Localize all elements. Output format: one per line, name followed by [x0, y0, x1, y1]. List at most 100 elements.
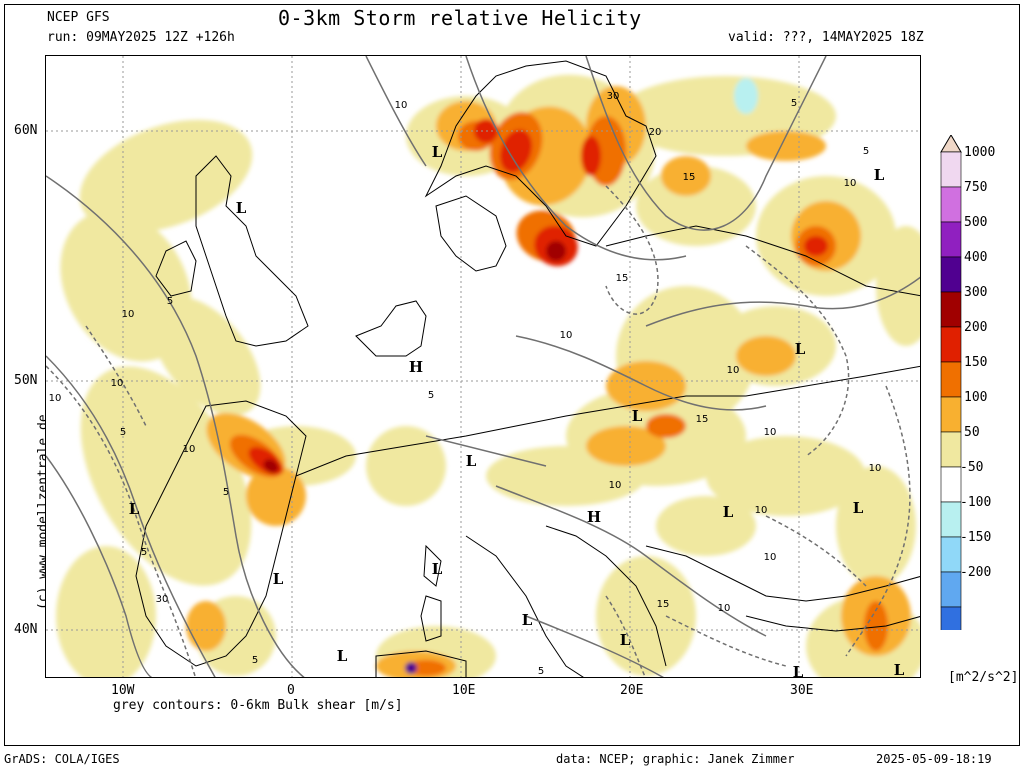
legend-unit: [m^2/s^2] [948, 670, 1019, 685]
legend-colorbar [940, 134, 962, 657]
legend-top-cap [940, 134, 962, 153]
legend-swatch [940, 361, 962, 398]
contour-label: 15 [696, 414, 709, 425]
contour-label: 20 [649, 127, 662, 138]
lon-label-20e: 20E [620, 683, 644, 698]
shear-contours [46, 56, 920, 677]
low-pressure-symbol: L [432, 560, 443, 578]
legend-swatch [940, 326, 962, 363]
contour-label: 5 [167, 296, 173, 307]
helicity-blob [405, 662, 417, 674]
helicity-blob [864, 601, 888, 651]
map-panel: 10 30 5 20 15 5 10 15 5 10 10 10 10 10 5 15 5 10 10 10 5 10 10… [45, 55, 921, 678]
contour-label: 10 [111, 378, 124, 389]
pressure-centers: L L L H L L L L H L L L L L L L L L [129, 143, 905, 678]
contour-label: 30 [156, 594, 169, 605]
lon-label-10e: 10E [452, 683, 476, 698]
contour-label: 10 [755, 505, 768, 516]
contour-label: 10 [727, 365, 740, 376]
low-pressure-symbol: L [432, 143, 443, 161]
contour-label: 10 [844, 178, 857, 189]
legend-swatch [940, 291, 962, 328]
helicity-blob [406, 660, 446, 676]
helicity-blob [736, 336, 796, 376]
helicity-blob [546, 241, 566, 261]
helicity-fields [56, 74, 920, 677]
low-pressure-symbol: L [894, 661, 905, 678]
contour-label: 30 [607, 91, 620, 102]
helicity-blob [646, 414, 686, 438]
contour-label: 10 [560, 330, 573, 341]
contour-labels: 10 30 5 20 15 5 10 15 5 10 10 10 10 10 5 15 5 10 10 10 5 10 10… [49, 91, 882, 677]
legend-swatches [940, 134, 962, 657]
model-name: NCEP GFS [47, 10, 110, 25]
legend-swatch [940, 151, 962, 188]
contour-label: 10 [869, 463, 882, 474]
low-pressure-symbol: L [853, 499, 864, 517]
low-pressure-symbol: L [273, 570, 284, 588]
low-pressure-symbol: L [795, 340, 806, 358]
legend-labels: 1000 750 500 400 300 200 150 100 50 -50 -100 -150 -2… [960, 0, 1020, 768]
helicity-blob [581, 136, 601, 176]
legend-label: -100 [960, 495, 992, 510]
legend-label: 100 [964, 390, 988, 405]
helicity-blob [56, 546, 156, 677]
helicity-blob [366, 426, 446, 506]
contour-label: 10 [718, 603, 731, 614]
low-pressure-symbol: L [874, 166, 885, 184]
legend-label: 300 [964, 285, 988, 300]
legend-label: 50 [964, 425, 980, 440]
low-pressure-symbol: L [236, 199, 247, 217]
low-pressure-symbol: L [129, 500, 140, 518]
contour-label: 5 [863, 146, 869, 157]
helicity-blob [656, 496, 756, 556]
legend-label: -200 [960, 565, 992, 580]
helicity-blob [661, 156, 711, 196]
contour-label: 10 [49, 393, 62, 404]
helicity-blob [263, 459, 279, 473]
contours-note: grey contours: 0-6km Bulk shear [m/s] [113, 698, 403, 713]
legend-swatch [940, 466, 962, 503]
contour-label: 5 [223, 487, 229, 498]
figure-frame [4, 4, 1020, 746]
contour-label: 10 [395, 100, 408, 111]
contour-label: 15 [683, 172, 696, 183]
low-pressure-symbol: L [793, 663, 804, 678]
valid-time: valid: ???, 14MAY2025 18Z [728, 30, 924, 45]
chart-title: 0-3km Storm relative Helicity [278, 6, 642, 30]
low-pressure-symbol: L [620, 631, 631, 649]
helicity-blob [151, 296, 261, 416]
contour-label: 5 [120, 427, 126, 438]
low-pressure-symbol: L [337, 647, 348, 665]
contour-label: 10 [764, 427, 777, 438]
helicity-blob [706, 436, 866, 516]
contour-label: 10 [122, 309, 135, 320]
helicity-blob [804, 236, 828, 256]
timestamp: 2025-05-09-18:19 [876, 752, 992, 766]
contour-label: 5 [538, 666, 544, 677]
low-pressure-symbol: L [466, 452, 477, 470]
legend-swatch [940, 396, 962, 433]
legend-swatch [940, 536, 962, 573]
contour-label: 5 [428, 390, 434, 401]
software-credit: GrADS: COLA/IGES [4, 752, 120, 766]
lat-label-60n: 60N [14, 123, 38, 138]
helicity-blob [734, 78, 758, 114]
contour-label: 10 [183, 444, 196, 455]
contour-label: 5 [141, 547, 147, 558]
contour-label: 5 [252, 655, 258, 666]
legend-label: 150 [964, 355, 988, 370]
legend-swatch [940, 256, 962, 293]
legend-label: 750 [964, 180, 988, 195]
helicity-blob [876, 226, 920, 346]
legend-label: 1000 [964, 145, 996, 160]
lon-label-10w: 10W [111, 683, 135, 698]
lat-label-50n: 50N [14, 373, 38, 388]
contour-label: 15 [657, 599, 670, 610]
coastlines [135, 60, 920, 677]
helicity-blob [836, 466, 916, 586]
helicity-blob [500, 129, 532, 173]
contour-label: 10 [609, 480, 622, 491]
shear-contours-dashed [46, 185, 911, 677]
legend-label: -50 [960, 460, 984, 475]
